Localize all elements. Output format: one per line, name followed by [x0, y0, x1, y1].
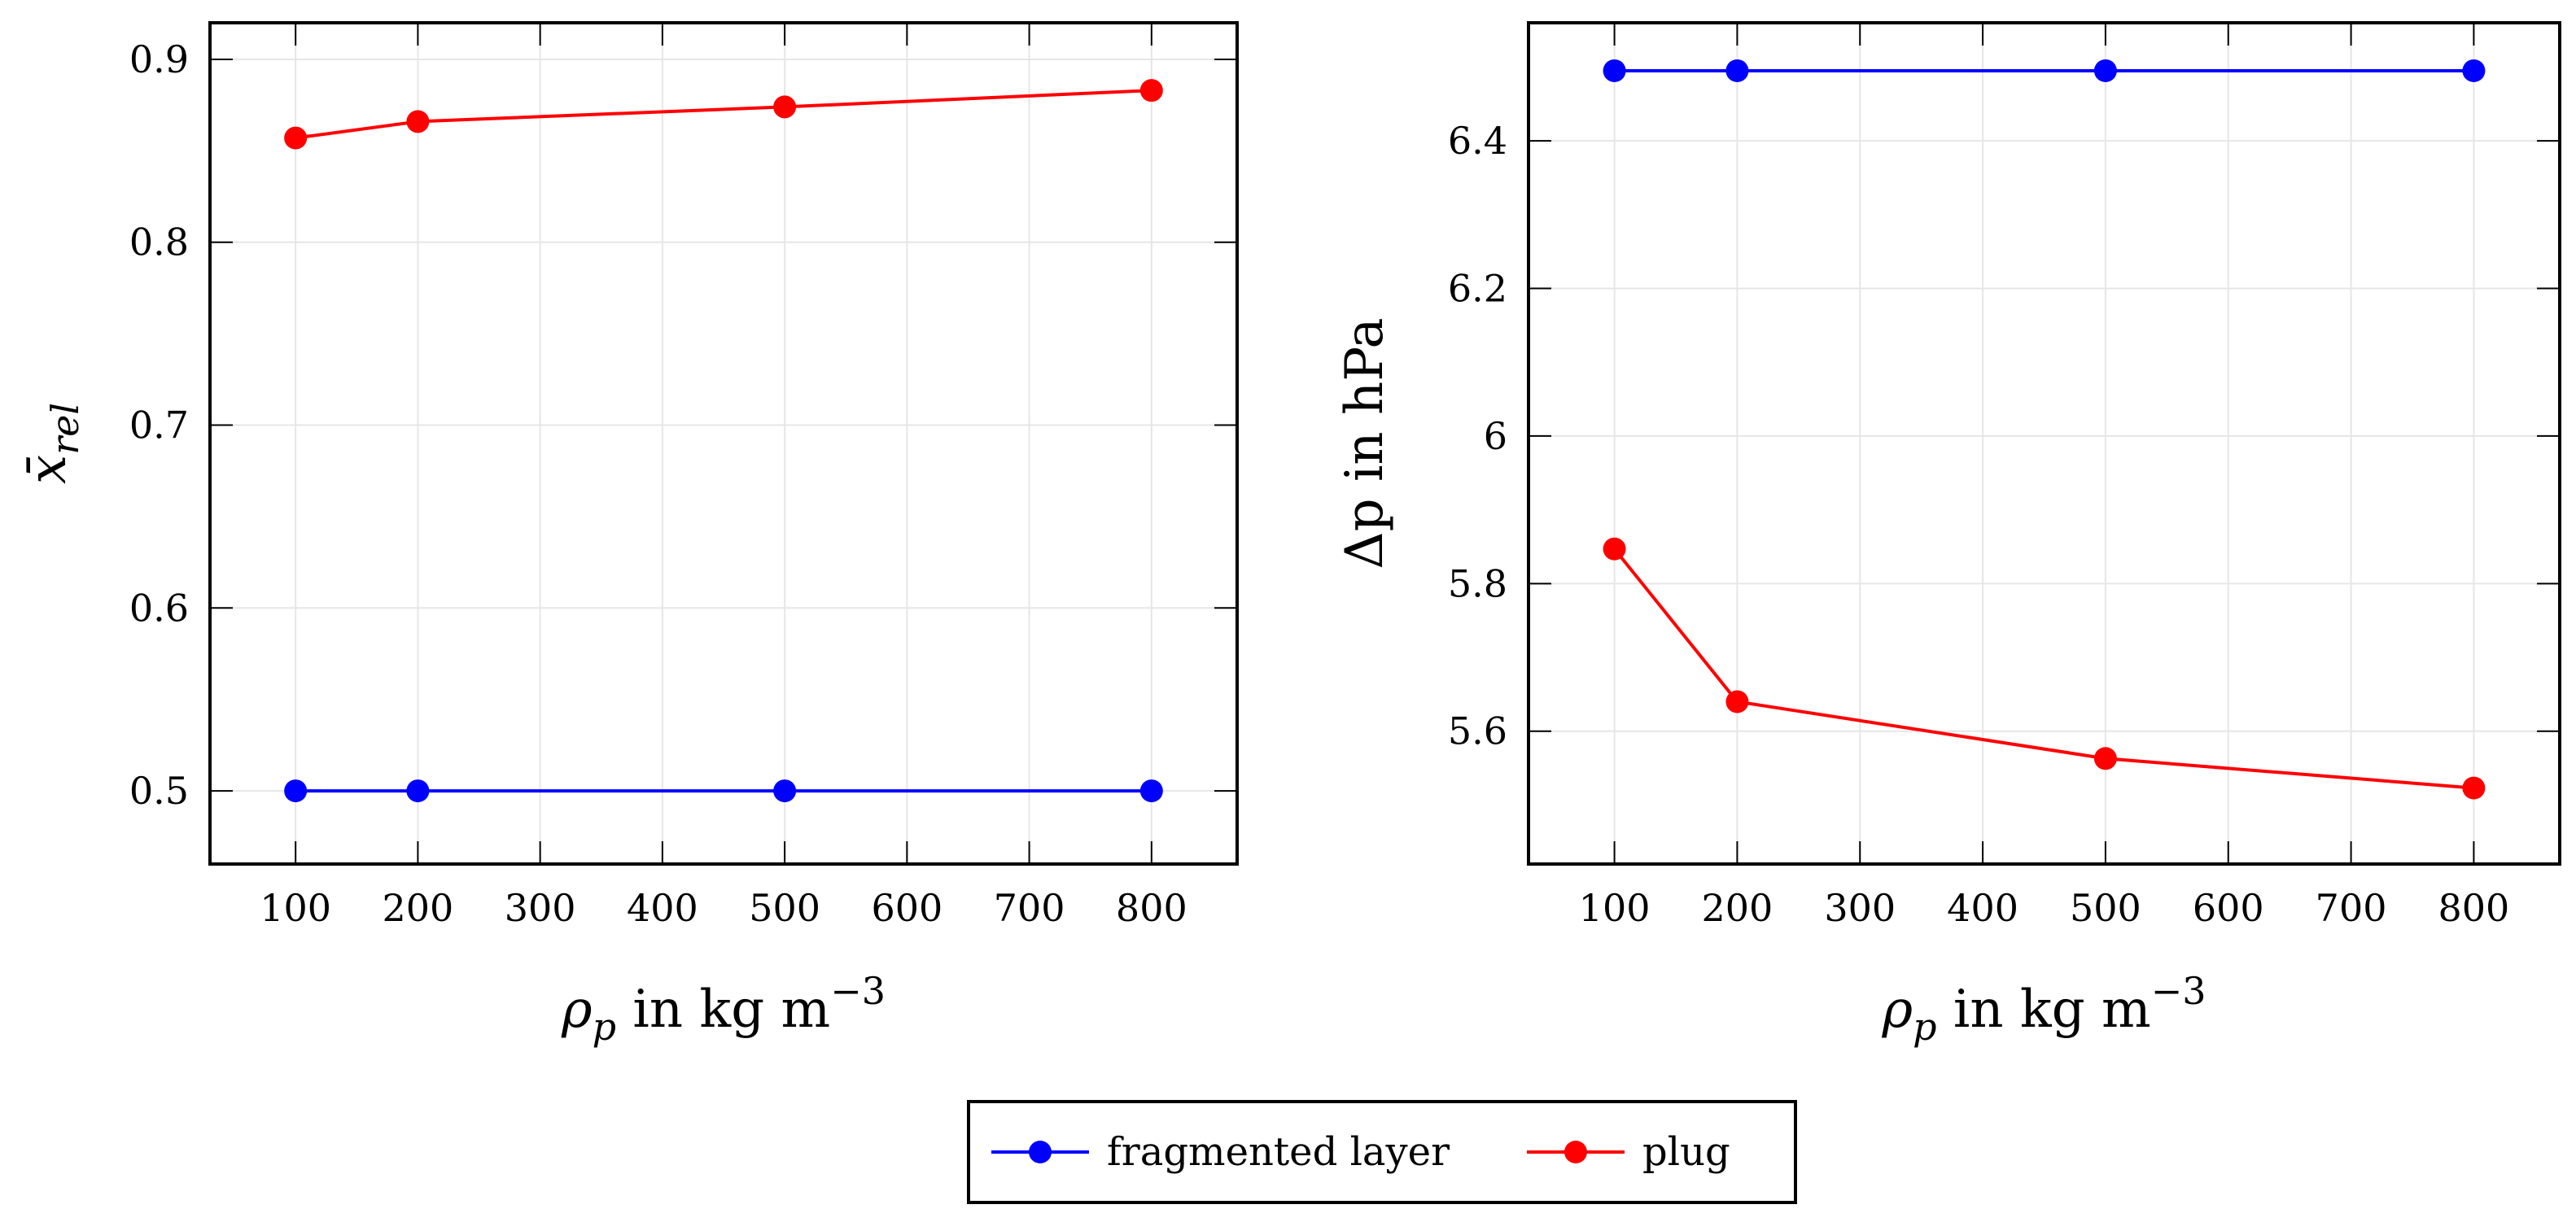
- data-point-plug: [1725, 690, 1749, 714]
- x-tick-label: 300: [505, 886, 576, 930]
- legend: fragmented layer plug: [967, 1100, 1797, 1204]
- x-tick-label: 200: [382, 886, 453, 930]
- y-tick-label: 5.6: [1448, 709, 1507, 753]
- x-tick-label: 800: [1116, 886, 1187, 930]
- y-axis-label-subscript: rel: [43, 403, 87, 455]
- x-axis-label: ρp in kg m−3: [1881, 969, 2206, 1049]
- x-axis-label-subscript: p: [1913, 1005, 1936, 1049]
- data-point-fragmented-layer: [773, 779, 797, 803]
- legend-marker: [1029, 1141, 1052, 1163]
- x-axis-label-superscript: −3: [2151, 969, 2206, 1013]
- chart-pressure-drop: 100 200 300 400 500 600 700 800 5.6 5.8 6 6.2 6.4 ρp …: [1335, 21, 2561, 1049]
- x-axis-label-symbol: ρ: [1881, 980, 1913, 1040]
- legend-label: plug: [1642, 1129, 1730, 1175]
- x-tick-label: 600: [2193, 886, 2264, 930]
- series-line-plug: [1613, 548, 2474, 790]
- x-tick-label: 500: [749, 886, 820, 930]
- plot-frame: [1527, 21, 2561, 866]
- data-point-plug: [2093, 747, 2117, 770]
- data-point-plug: [406, 110, 430, 133]
- y-tick-label: 0.9: [129, 37, 189, 81]
- legend-label: fragmented layer: [1107, 1129, 1450, 1175]
- x-axis-label-superscript: −3: [830, 969, 886, 1013]
- x-tick-label: 100: [260, 886, 331, 930]
- x-axis-label-symbol: ρ: [561, 980, 593, 1040]
- x-axis-label: ρp in kg m−3: [561, 969, 886, 1049]
- y-axis-label-main: x̄: [18, 455, 78, 484]
- data-point-fragmented-layer: [2093, 59, 2117, 82]
- x-axis-label-unit: in kg m: [616, 980, 830, 1040]
- x-axis-label-unit: in kg m: [1937, 980, 2151, 1040]
- data-point-plug: [773, 95, 797, 119]
- y-axis-label: Δp in hPa: [1335, 317, 1395, 569]
- x-tick-label: 600: [871, 886, 942, 930]
- x-tick-label: 400: [627, 886, 698, 930]
- y-tick-label: 0.8: [129, 220, 189, 264]
- data-point-plug: [2462, 776, 2486, 800]
- y-tick-label: 6.4: [1448, 119, 1507, 163]
- x-tick-label: 300: [1824, 886, 1896, 930]
- y-tick-label: 6.2: [1448, 267, 1507, 311]
- x-tick-label: 800: [2438, 886, 2510, 930]
- data-point-fragmented-layer: [1139, 779, 1163, 803]
- y-tick-label: 5.8: [1448, 561, 1507, 605]
- legend-box: [967, 1100, 1797, 1204]
- data-point-fragmented-layer: [284, 779, 308, 803]
- data-point-plug: [284, 126, 308, 150]
- legend-marker: [1564, 1141, 1587, 1163]
- y-tick-label: 0.5: [129, 769, 189, 813]
- x-tick-label: 400: [1947, 886, 2018, 930]
- data-point-fragmented-layer: [2462, 59, 2486, 82]
- data-point-fragmented-layer: [406, 779, 430, 803]
- x-tick-label: 500: [2070, 886, 2141, 930]
- x-tick-label: 200: [1702, 886, 1773, 930]
- data-point-plug: [1139, 79, 1163, 103]
- y-tick-label: 0.6: [129, 586, 189, 630]
- data-point-plug: [1603, 537, 1626, 561]
- y-tick-label: 0.7: [129, 404, 189, 447]
- plot-frame: [208, 21, 1239, 866]
- data-point-fragmented-layer: [1725, 59, 1749, 82]
- y-axis-label: x̄rel: [18, 403, 87, 484]
- x-axis-label-subscript: p: [593, 1005, 616, 1049]
- series-line-plug: [295, 89, 1152, 140]
- data-point-fragmented-layer: [1603, 59, 1626, 82]
- x-tick-label: 700: [994, 886, 1065, 930]
- chart-relative-size: 100 200 300 400 500 600 700 800 0.5 0.6 0.7 0.8 0.9 ρ…: [18, 21, 1239, 1049]
- y-axis-label-main: Δp in hPa: [1335, 317, 1395, 569]
- x-tick-label: 100: [1579, 886, 1651, 930]
- y-tick-label: 6: [1484, 414, 1507, 458]
- x-tick-label: 700: [2316, 886, 2387, 930]
